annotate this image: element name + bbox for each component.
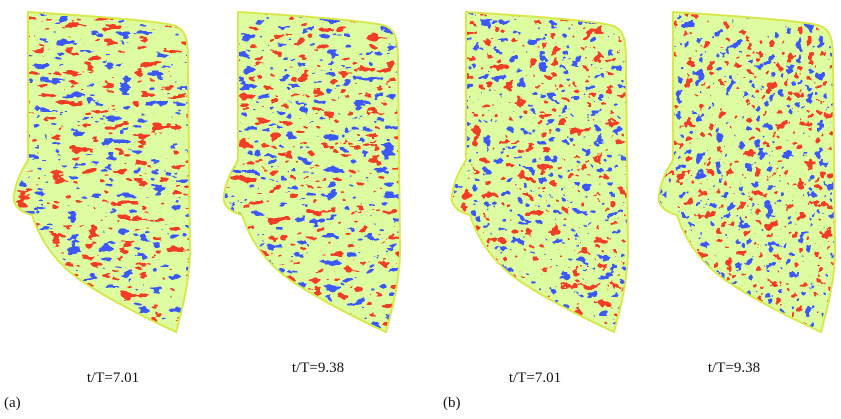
group-label: (a) <box>4 395 21 411</box>
panel-caption: t/T=9.38 <box>292 360 344 376</box>
panel-caption: t/T=7.01 <box>87 370 139 386</box>
figure: t/T=7.01 t/T=9.38 t/T=7.01 t/T=9.38 (a) … <box>0 0 841 414</box>
panel-image <box>645 0 841 340</box>
panel-image <box>210 0 410 340</box>
group-label: (b) <box>443 395 461 411</box>
panel-image <box>438 0 638 340</box>
panel-image <box>0 0 200 340</box>
panel-caption: t/T=7.01 <box>509 370 561 386</box>
panel-caption: t/T=9.38 <box>708 360 760 376</box>
